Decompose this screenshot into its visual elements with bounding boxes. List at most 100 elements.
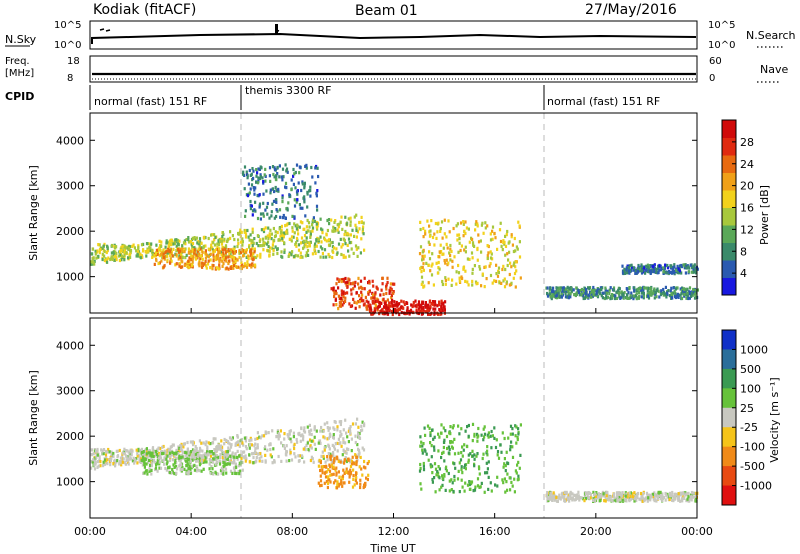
heatmap-cell (421, 444, 424, 448)
heatmap-cell (258, 456, 261, 460)
heatmap-cell (345, 459, 349, 464)
heatmap-cell (172, 242, 175, 246)
heatmap-cell (159, 466, 163, 470)
heatmap-cell (439, 227, 442, 231)
heatmap-cell (278, 175, 281, 179)
heatmap-cell (170, 471, 173, 475)
heatmap-cell (163, 257, 166, 261)
heatmap-cell (676, 495, 679, 499)
heatmap-cell (129, 252, 132, 256)
heatmap-cell (329, 452, 332, 456)
heatmap-cell (113, 458, 116, 462)
heatmap-cell (440, 423, 443, 427)
heatmap-cell (362, 221, 365, 225)
heatmap-cell (285, 230, 288, 234)
heatmap-cell (127, 460, 130, 464)
heatmap-cell (615, 491, 619, 495)
heatmap-cell (313, 425, 316, 429)
heatmap-cell (572, 288, 575, 292)
heatmap-cell (496, 475, 499, 479)
heatmap-cell (194, 257, 197, 261)
heatmap-cell (314, 447, 317, 451)
heatmap-cell (651, 494, 655, 499)
heatmap-cell (605, 296, 608, 300)
heatmap-cell (679, 491, 682, 495)
heatmap-cell (90, 453, 93, 457)
heatmap-cell (207, 236, 210, 241)
heatmap-cell (625, 271, 628, 275)
heatmap-cell (307, 221, 311, 225)
heatmap-cell (337, 294, 340, 298)
heatmap-cell (202, 441, 205, 445)
heatmap-cell (212, 256, 215, 260)
heatmap-cell (204, 456, 207, 460)
heatmap-cell (604, 495, 607, 499)
heatmap-cell (359, 251, 362, 255)
heatmap-cell (201, 261, 204, 265)
heatmap-cell (415, 308, 418, 312)
heatmap-cell (563, 495, 566, 499)
heatmap-cell (678, 293, 681, 297)
heatmap-cell (208, 462, 211, 466)
heatmap-cell (421, 312, 424, 316)
heatmap-cell (612, 288, 616, 292)
heatmap-cell (103, 254, 106, 258)
heatmap-cell (127, 256, 130, 260)
heatmap-cell (269, 453, 272, 457)
heatmap-cell (513, 490, 516, 494)
cpid-panel: CPID normal (fast) 151 RF themis 3300 RF… (5, 84, 660, 110)
heatmap-cell (307, 447, 310, 452)
cpid-mode-1: normal (fast) 151 RF (94, 95, 207, 108)
heatmap-cell (244, 454, 247, 458)
heatmap-cell (215, 266, 218, 270)
heatmap-cell (489, 273, 493, 278)
heatmap-cell (178, 446, 181, 450)
heatmap-cell (482, 438, 485, 442)
nsky-left-tick-top: 10^5 (54, 20, 81, 31)
heatmap-cell (501, 267, 504, 272)
heatmap-cell (635, 297, 638, 301)
heatmap-cell (205, 455, 208, 459)
heatmap-cell (514, 265, 517, 269)
heatmap-cell (592, 285, 595, 290)
heatmap-cell (243, 249, 246, 253)
heatmap-cell (657, 491, 660, 495)
heatmap-cell (258, 435, 261, 439)
heatmap-cell (323, 422, 326, 426)
colorbar-tick-label: 24 (740, 158, 754, 171)
heatmap-cell (125, 455, 128, 459)
heatmap-cell (227, 237, 230, 241)
heatmap-cell (219, 456, 222, 460)
heatmap-cell (344, 276, 347, 281)
heatmap-cell (611, 295, 614, 299)
heatmap-cell (659, 497, 662, 501)
heatmap-cell (594, 293, 597, 297)
heatmap-cell (261, 244, 264, 248)
heatmap-cell (429, 269, 432, 273)
heatmap-cell (421, 266, 424, 270)
heatmap-cell (511, 484, 514, 488)
heatmap-cell (475, 220, 478, 224)
heatmap-cell (291, 250, 294, 254)
heatmap-cell (507, 258, 510, 262)
heatmap-cell (662, 495, 665, 499)
heatmap-cell (144, 449, 147, 453)
heatmap-cell (224, 467, 228, 471)
heatmap-cell (490, 429, 493, 434)
heatmap-cell (637, 491, 640, 496)
heatmap-cell (467, 283, 470, 287)
heatmap-cell (251, 246, 254, 251)
heatmap-cell (245, 265, 249, 269)
heatmap-cell (357, 425, 360, 429)
heatmap-cell (378, 304, 381, 308)
heatmap-cell (227, 440, 230, 444)
heatmap-cell (343, 471, 346, 475)
heatmap-cell (340, 245, 343, 249)
heatmap-cell (490, 489, 493, 493)
heatmap-cell (463, 465, 466, 469)
heatmap-cell (305, 166, 308, 170)
heatmap-cell (458, 279, 461, 283)
heatmap-cell (410, 303, 413, 307)
colorbar-swatch (722, 446, 736, 467)
heatmap-cell (583, 289, 586, 293)
